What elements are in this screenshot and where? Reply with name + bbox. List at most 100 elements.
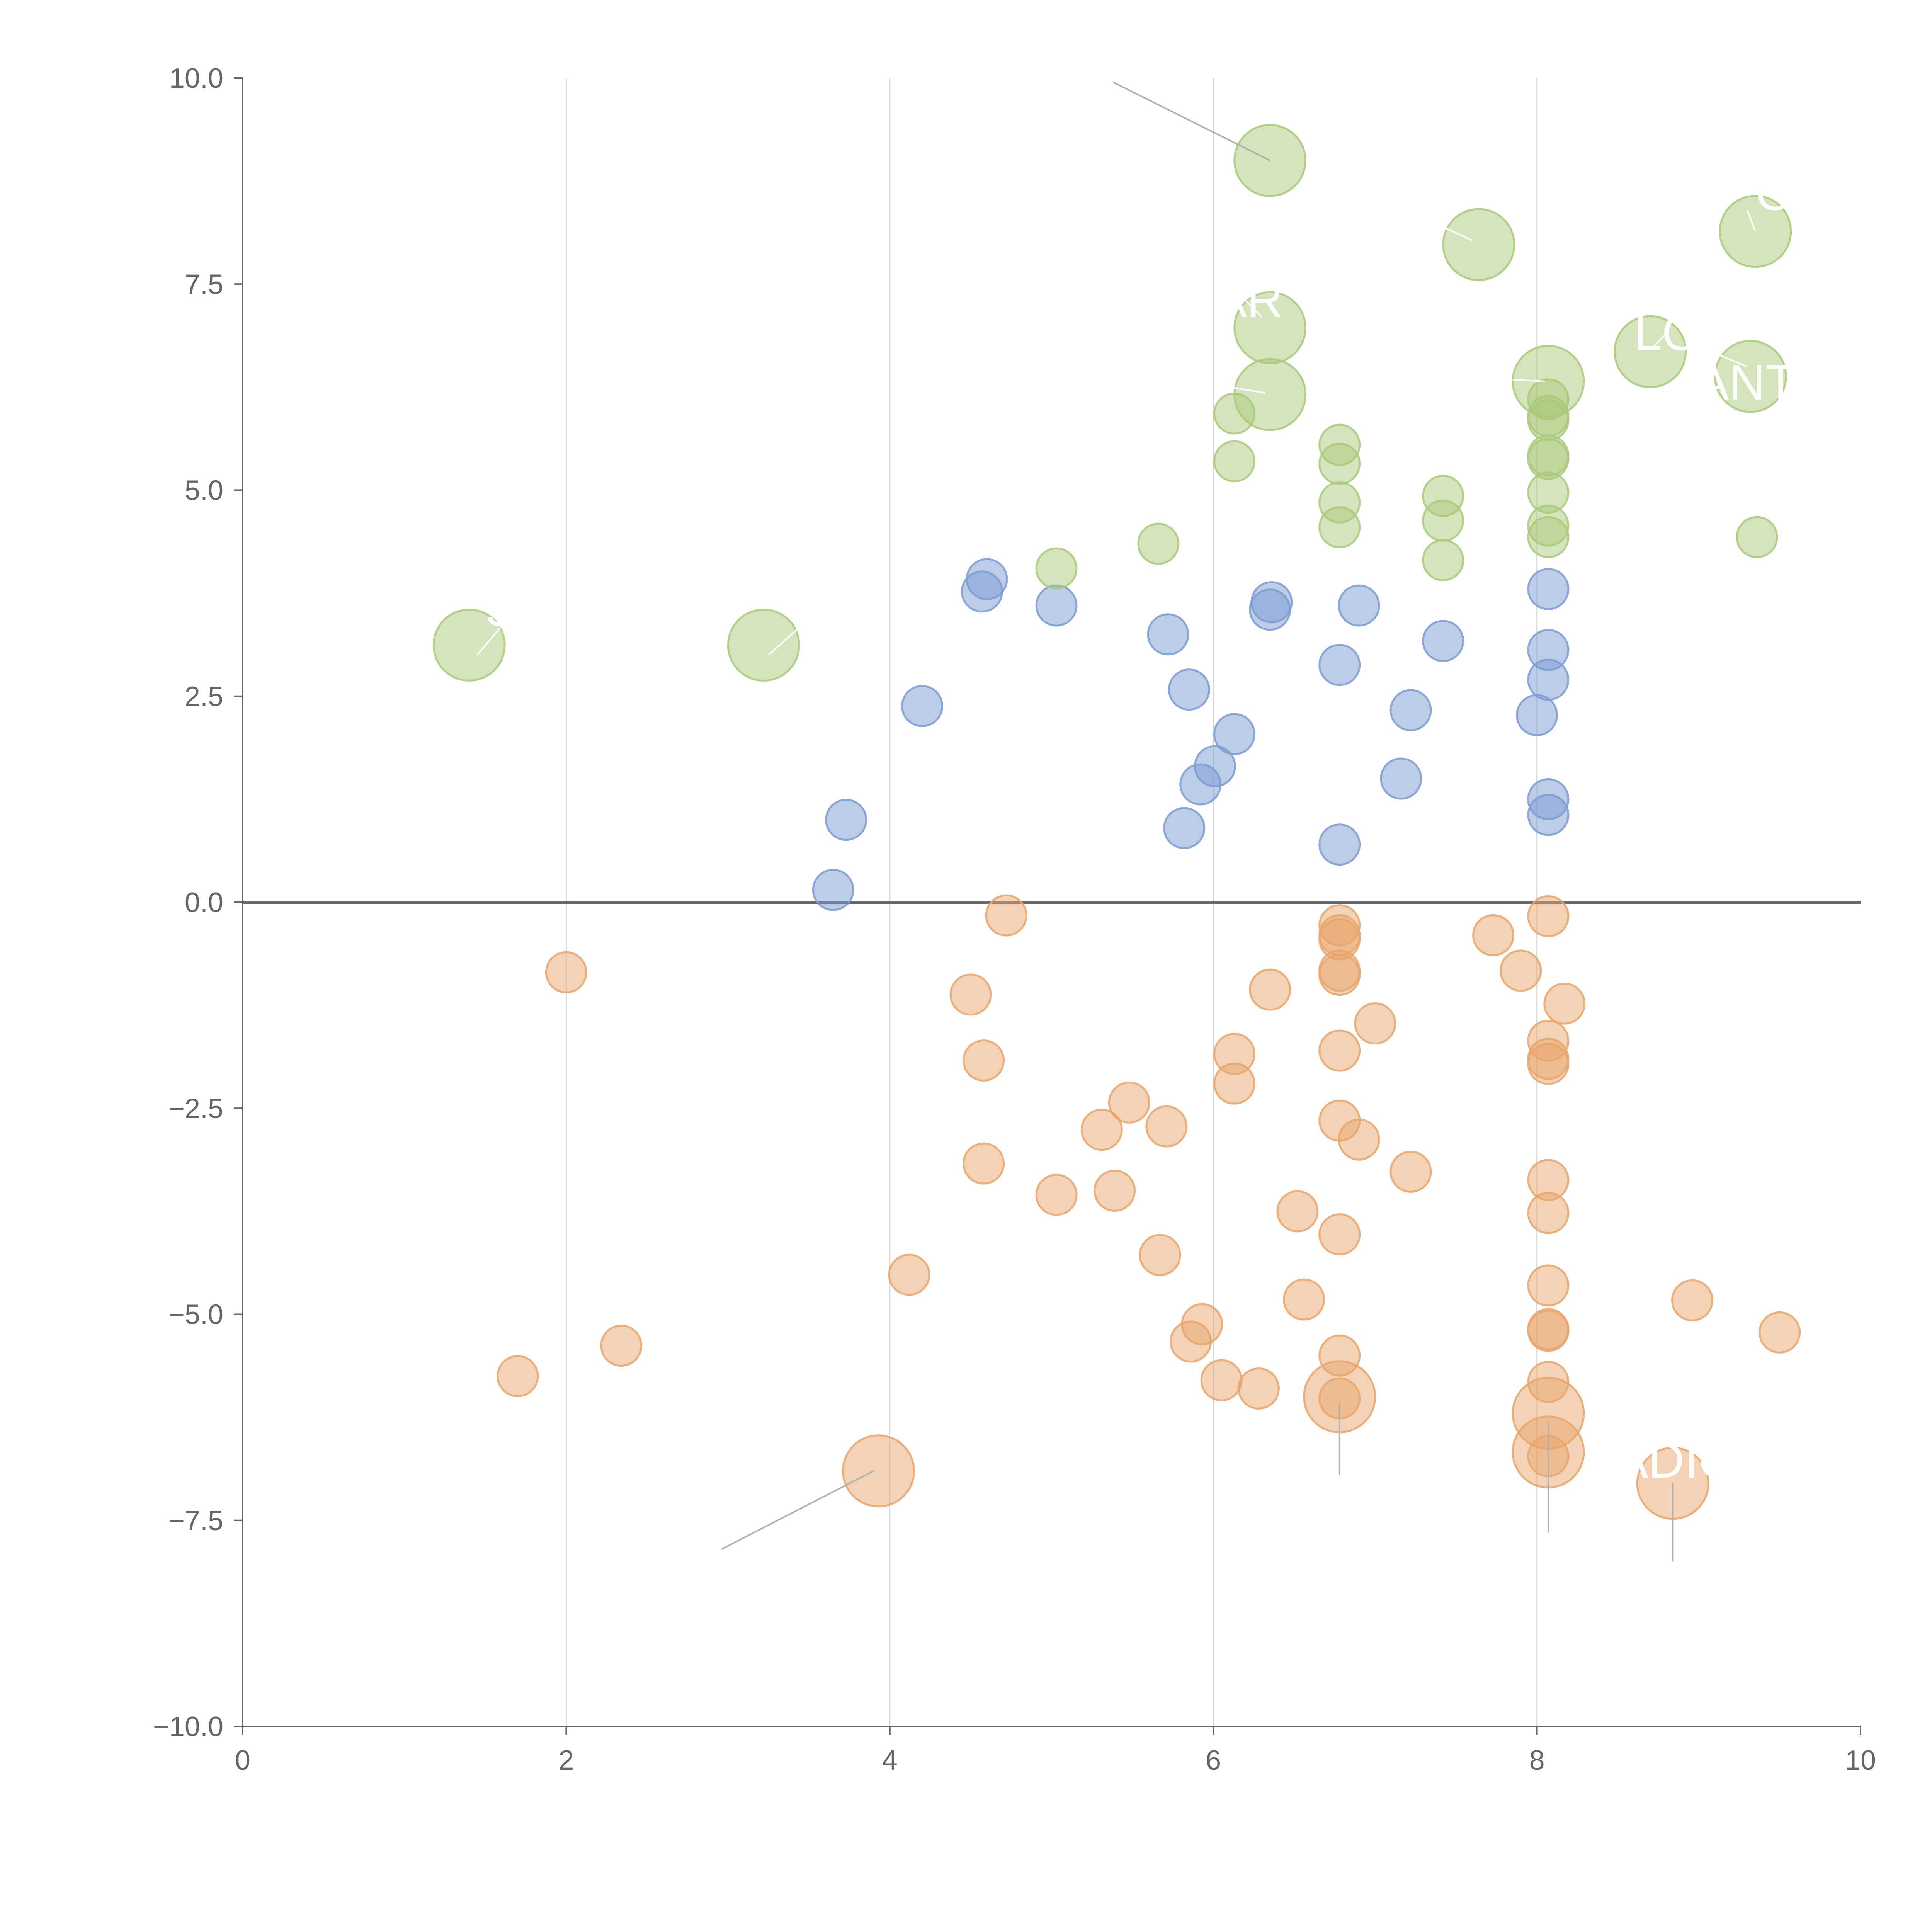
point-orange-13 <box>1139 1234 1181 1276</box>
y-tick-label-7: −7.5 <box>168 1505 223 1536</box>
point-orange-19 <box>1213 1062 1256 1105</box>
callout-line-10 <box>721 1470 874 1550</box>
points-layer <box>432 124 1801 1520</box>
point-orange-35 <box>1338 1118 1380 1161</box>
point-orange-45 <box>1527 1192 1570 1234</box>
x-tick-label-0: 0 <box>235 1745 250 1776</box>
point-orange-48 <box>1527 1310 1570 1352</box>
point-green-27 <box>1714 340 1787 413</box>
axis-layer: 0 2 4 6 8 10 10.0 7.5 5.0 2.5 0.0 −2.5 −5.0 −7.5 −10.0 <box>153 63 1876 1776</box>
point-orange-37 <box>1389 1150 1432 1193</box>
point-orange-6 <box>963 1039 1005 1082</box>
point-orange-38 <box>1472 914 1515 956</box>
point-label-7: LO <box>1634 304 1701 361</box>
point-blue-17 <box>1380 757 1422 800</box>
point-orange-43 <box>1527 1043 1570 1085</box>
point-orange-31 <box>1318 1213 1361 1256</box>
point-blue-13 <box>1250 581 1293 624</box>
point-blue-19 <box>1422 620 1464 662</box>
point-orange-5 <box>949 973 992 1016</box>
point-label-13: ADIC <box>1615 1432 1735 1488</box>
point-orange-29 <box>1318 1029 1361 1072</box>
point-green-16 <box>1442 208 1515 281</box>
callout-line-5 <box>1229 386 1265 394</box>
point-green-3 <box>1137 522 1180 565</box>
point-green-26 <box>1614 315 1687 388</box>
y-tick-label-5: −2.5 <box>168 1093 223 1124</box>
point-blue-25 <box>1527 794 1570 836</box>
x-tick-label-3: 6 <box>1206 1745 1221 1776</box>
callout-line-9 <box>1747 209 1756 232</box>
point-blue-23 <box>1527 658 1570 701</box>
point-blue-18 <box>1389 689 1432 731</box>
point-orange-22 <box>1276 1190 1319 1233</box>
point-orange-0 <box>497 1355 539 1397</box>
callout-line-3 <box>1245 300 1263 318</box>
point-blue-6 <box>1147 613 1189 656</box>
point-orange-8 <box>985 894 1027 937</box>
y-tick-label-8: −10.0 <box>153 1711 223 1742</box>
point-label-9: OV <box>1755 164 1828 221</box>
point-label-8: ANT3 <box>1696 354 1824 410</box>
point-orange-21 <box>1249 968 1291 1011</box>
point-orange-17 <box>1200 1359 1243 1401</box>
point-blue-2 <box>901 685 944 727</box>
point-blue-20 <box>1516 694 1558 736</box>
point-orange-11 <box>1094 1170 1136 1212</box>
point-orange-10 <box>1080 1109 1123 1151</box>
point-green-14 <box>1422 499 1464 542</box>
point-blue-21 <box>1527 568 1570 610</box>
point-orange-56 <box>1759 1311 1801 1354</box>
point-green-2 <box>1035 547 1078 590</box>
point-label-0: S <box>485 580 519 637</box>
point-orange-28 <box>1318 954 1361 996</box>
point-blue-8 <box>1168 668 1210 711</box>
point-orange-36 <box>1354 1002 1396 1045</box>
callout-line-7 <box>1650 333 1667 351</box>
point-green-1 <box>727 609 800 682</box>
point-orange-2 <box>600 1325 643 1367</box>
x-tick-label-2: 4 <box>882 1745 898 1776</box>
y-tick-label-3: 2.5 <box>185 681 223 712</box>
point-orange-39 <box>1500 949 1542 992</box>
point-label-3: AR <box>1213 272 1283 328</box>
point-label-1: C <box>788 580 824 637</box>
y-tick-label-0: 10.0 <box>169 63 223 94</box>
point-orange-9 <box>1035 1173 1078 1216</box>
point-blue-4 <box>966 558 1008 600</box>
point-blue-0 <box>812 869 854 911</box>
point-orange-53 <box>1543 982 1586 1025</box>
point-blue-1 <box>825 799 867 841</box>
point-green-20 <box>1527 399 1570 441</box>
point-blue-14 <box>1318 644 1361 686</box>
callout-line-2 <box>1112 81 1270 162</box>
point-blue-10 <box>1194 745 1236 787</box>
point-orange-55 <box>1671 1279 1714 1321</box>
point-orange-3 <box>842 1434 915 1508</box>
point-orange-7 <box>963 1142 1005 1185</box>
point-orange-4 <box>888 1253 930 1296</box>
point-orange-20 <box>1237 1367 1280 1410</box>
point-green-29 <box>1736 516 1778 558</box>
point-green-8 <box>1233 358 1307 431</box>
point-blue-16 <box>1338 584 1380 627</box>
y-tick-label-2: 5.0 <box>185 475 223 506</box>
x-tick-label-1: 2 <box>558 1745 574 1776</box>
point-blue-11 <box>1213 713 1256 755</box>
point-green-15 <box>1422 539 1464 582</box>
point-green-0 <box>432 609 506 682</box>
y-tick-label-1: 7.5 <box>185 269 223 300</box>
point-orange-46 <box>1527 1264 1570 1307</box>
callout-line-4 <box>1423 217 1473 242</box>
callout-line-0 <box>476 626 502 656</box>
point-orange-1 <box>545 951 587 993</box>
point-green-10 <box>1318 442 1361 485</box>
callout-line-6 <box>1512 379 1545 382</box>
point-orange-40 <box>1527 895 1570 937</box>
point-blue-5 <box>1035 584 1078 627</box>
y-tick-label-4: 0.0 <box>185 887 223 918</box>
point-orange-12 <box>1108 1081 1150 1124</box>
point-orange-14 <box>1145 1105 1188 1148</box>
